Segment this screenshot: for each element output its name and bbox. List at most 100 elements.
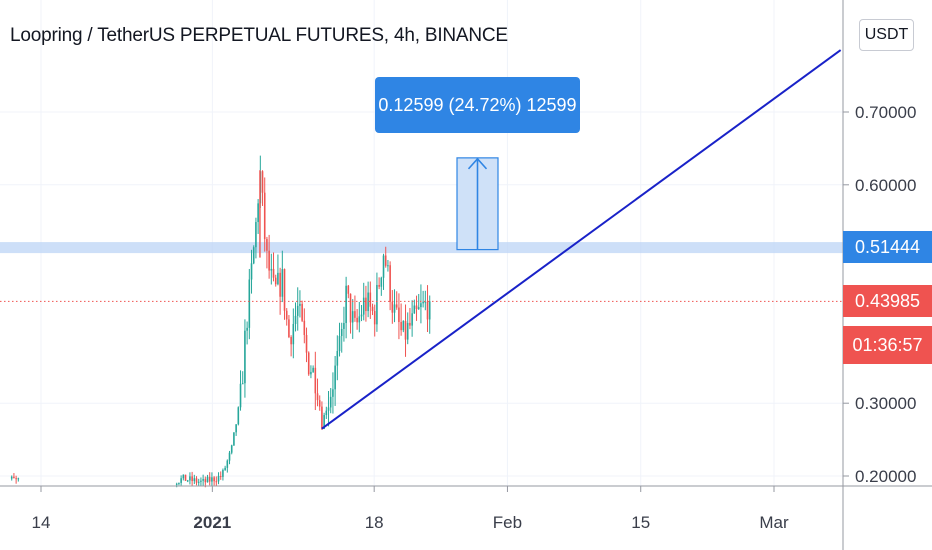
candle-body [180, 478, 182, 483]
candle-body [409, 322, 411, 326]
candle-body [268, 250, 270, 271]
candle-body [215, 481, 218, 483]
candle-body [15, 478, 17, 480]
candle-body [332, 389, 334, 397]
candle-body [340, 328, 343, 337]
candle-body [422, 301, 424, 304]
candle-body [369, 292, 372, 307]
candle-body [17, 478, 20, 480]
y-tick-label: 0.60000 [855, 176, 916, 195]
candle-body [239, 383, 242, 408]
candle-body [325, 410, 328, 416]
candle-body [305, 335, 308, 353]
candle-body [197, 481, 200, 483]
y-tick-label: 0.30000 [855, 394, 916, 413]
trendline[interactable] [321, 49, 842, 430]
candle-body [327, 407, 330, 411]
candle-body [345, 285, 347, 324]
candle-body [314, 367, 317, 394]
candle-body [255, 222, 257, 248]
candle-body [417, 307, 420, 310]
candle-body [299, 303, 301, 306]
candle-body [222, 469, 224, 477]
measure-arrow-head [467, 157, 488, 170]
candle-body [296, 305, 299, 316]
chart-title: Loopring / TetherUS PERPETUAL FUTURES, 4… [10, 25, 508, 46]
candle-body [336, 350, 339, 366]
candle-body [266, 238, 268, 251]
candle-body [178, 482, 180, 484]
candle-body [380, 277, 383, 287]
candle-body [13, 476, 15, 479]
candle-body [338, 336, 341, 351]
candle-body [10, 476, 13, 479]
last-price-tag: 0.43985 [843, 285, 932, 318]
candle-body [237, 407, 240, 425]
candle-body [189, 476, 191, 481]
candle-body [428, 301, 431, 320]
candle-body [235, 424, 237, 433]
candle-body [283, 269, 286, 311]
candle-body [329, 396, 332, 408]
candle-body [387, 265, 389, 267]
candle-body [378, 284, 380, 287]
level-band-rect[interactable] [0, 242, 843, 254]
candle-body [288, 319, 290, 338]
candle-body [413, 305, 416, 314]
candle-body [175, 483, 178, 485]
candle-body [274, 277, 277, 285]
candlestick-series [10, 155, 431, 488]
candle-body [303, 320, 306, 336]
candle-body [285, 310, 288, 320]
candle-body [244, 330, 246, 384]
candle-body [321, 406, 323, 429]
candle-body [228, 452, 231, 461]
candle-body [184, 474, 187, 481]
candle-body [312, 367, 314, 372]
x-tick-label: 15 [631, 513, 650, 532]
candle-body [200, 480, 202, 482]
candle-body [219, 475, 222, 477]
candle-body [426, 301, 429, 320]
x-tick-label: 14 [32, 513, 51, 532]
candle-body [411, 313, 413, 326]
candle-body [290, 337, 292, 345]
candle-body [202, 479, 204, 481]
candle-body [415, 305, 418, 310]
candle-body [263, 192, 266, 239]
candle-body [279, 272, 281, 297]
candle-body [272, 268, 275, 278]
candle-body [382, 255, 385, 278]
candle-body [351, 311, 354, 323]
candle-body [347, 285, 350, 294]
x-tick-label: 2021 [193, 513, 231, 532]
candle-body [391, 301, 394, 313]
candle-body [233, 432, 235, 446]
trendline-line[interactable] [321, 49, 842, 430]
candle-body [420, 303, 422, 308]
x-tick-label: 18 [365, 513, 384, 532]
candle-body [217, 475, 220, 482]
candle-body [186, 480, 189, 482]
candle-body [400, 322, 402, 331]
candle-body [248, 279, 251, 328]
horizontal-level-band[interactable] [0, 242, 843, 254]
candle-body [226, 460, 229, 468]
currency-unit-button[interactable]: USDT [859, 19, 914, 51]
candle-body [281, 269, 284, 297]
candle-body [389, 265, 391, 302]
candle-body [424, 301, 427, 303]
candle-body [246, 327, 248, 331]
y-axis-ticks: 0.20000 0.30000 0.60000 0.70000 [843, 103, 916, 486]
candle-body [406, 322, 409, 340]
candle-body [230, 445, 233, 453]
x-axis-ticks: 14 2021 18 Feb 15 Mar [32, 486, 789, 532]
candle-body [404, 320, 407, 340]
candle-body [393, 304, 396, 313]
candle-body [354, 311, 356, 318]
price-range-measure[interactable] [456, 157, 499, 251]
candle-body [206, 476, 209, 483]
candle-body [277, 272, 279, 285]
